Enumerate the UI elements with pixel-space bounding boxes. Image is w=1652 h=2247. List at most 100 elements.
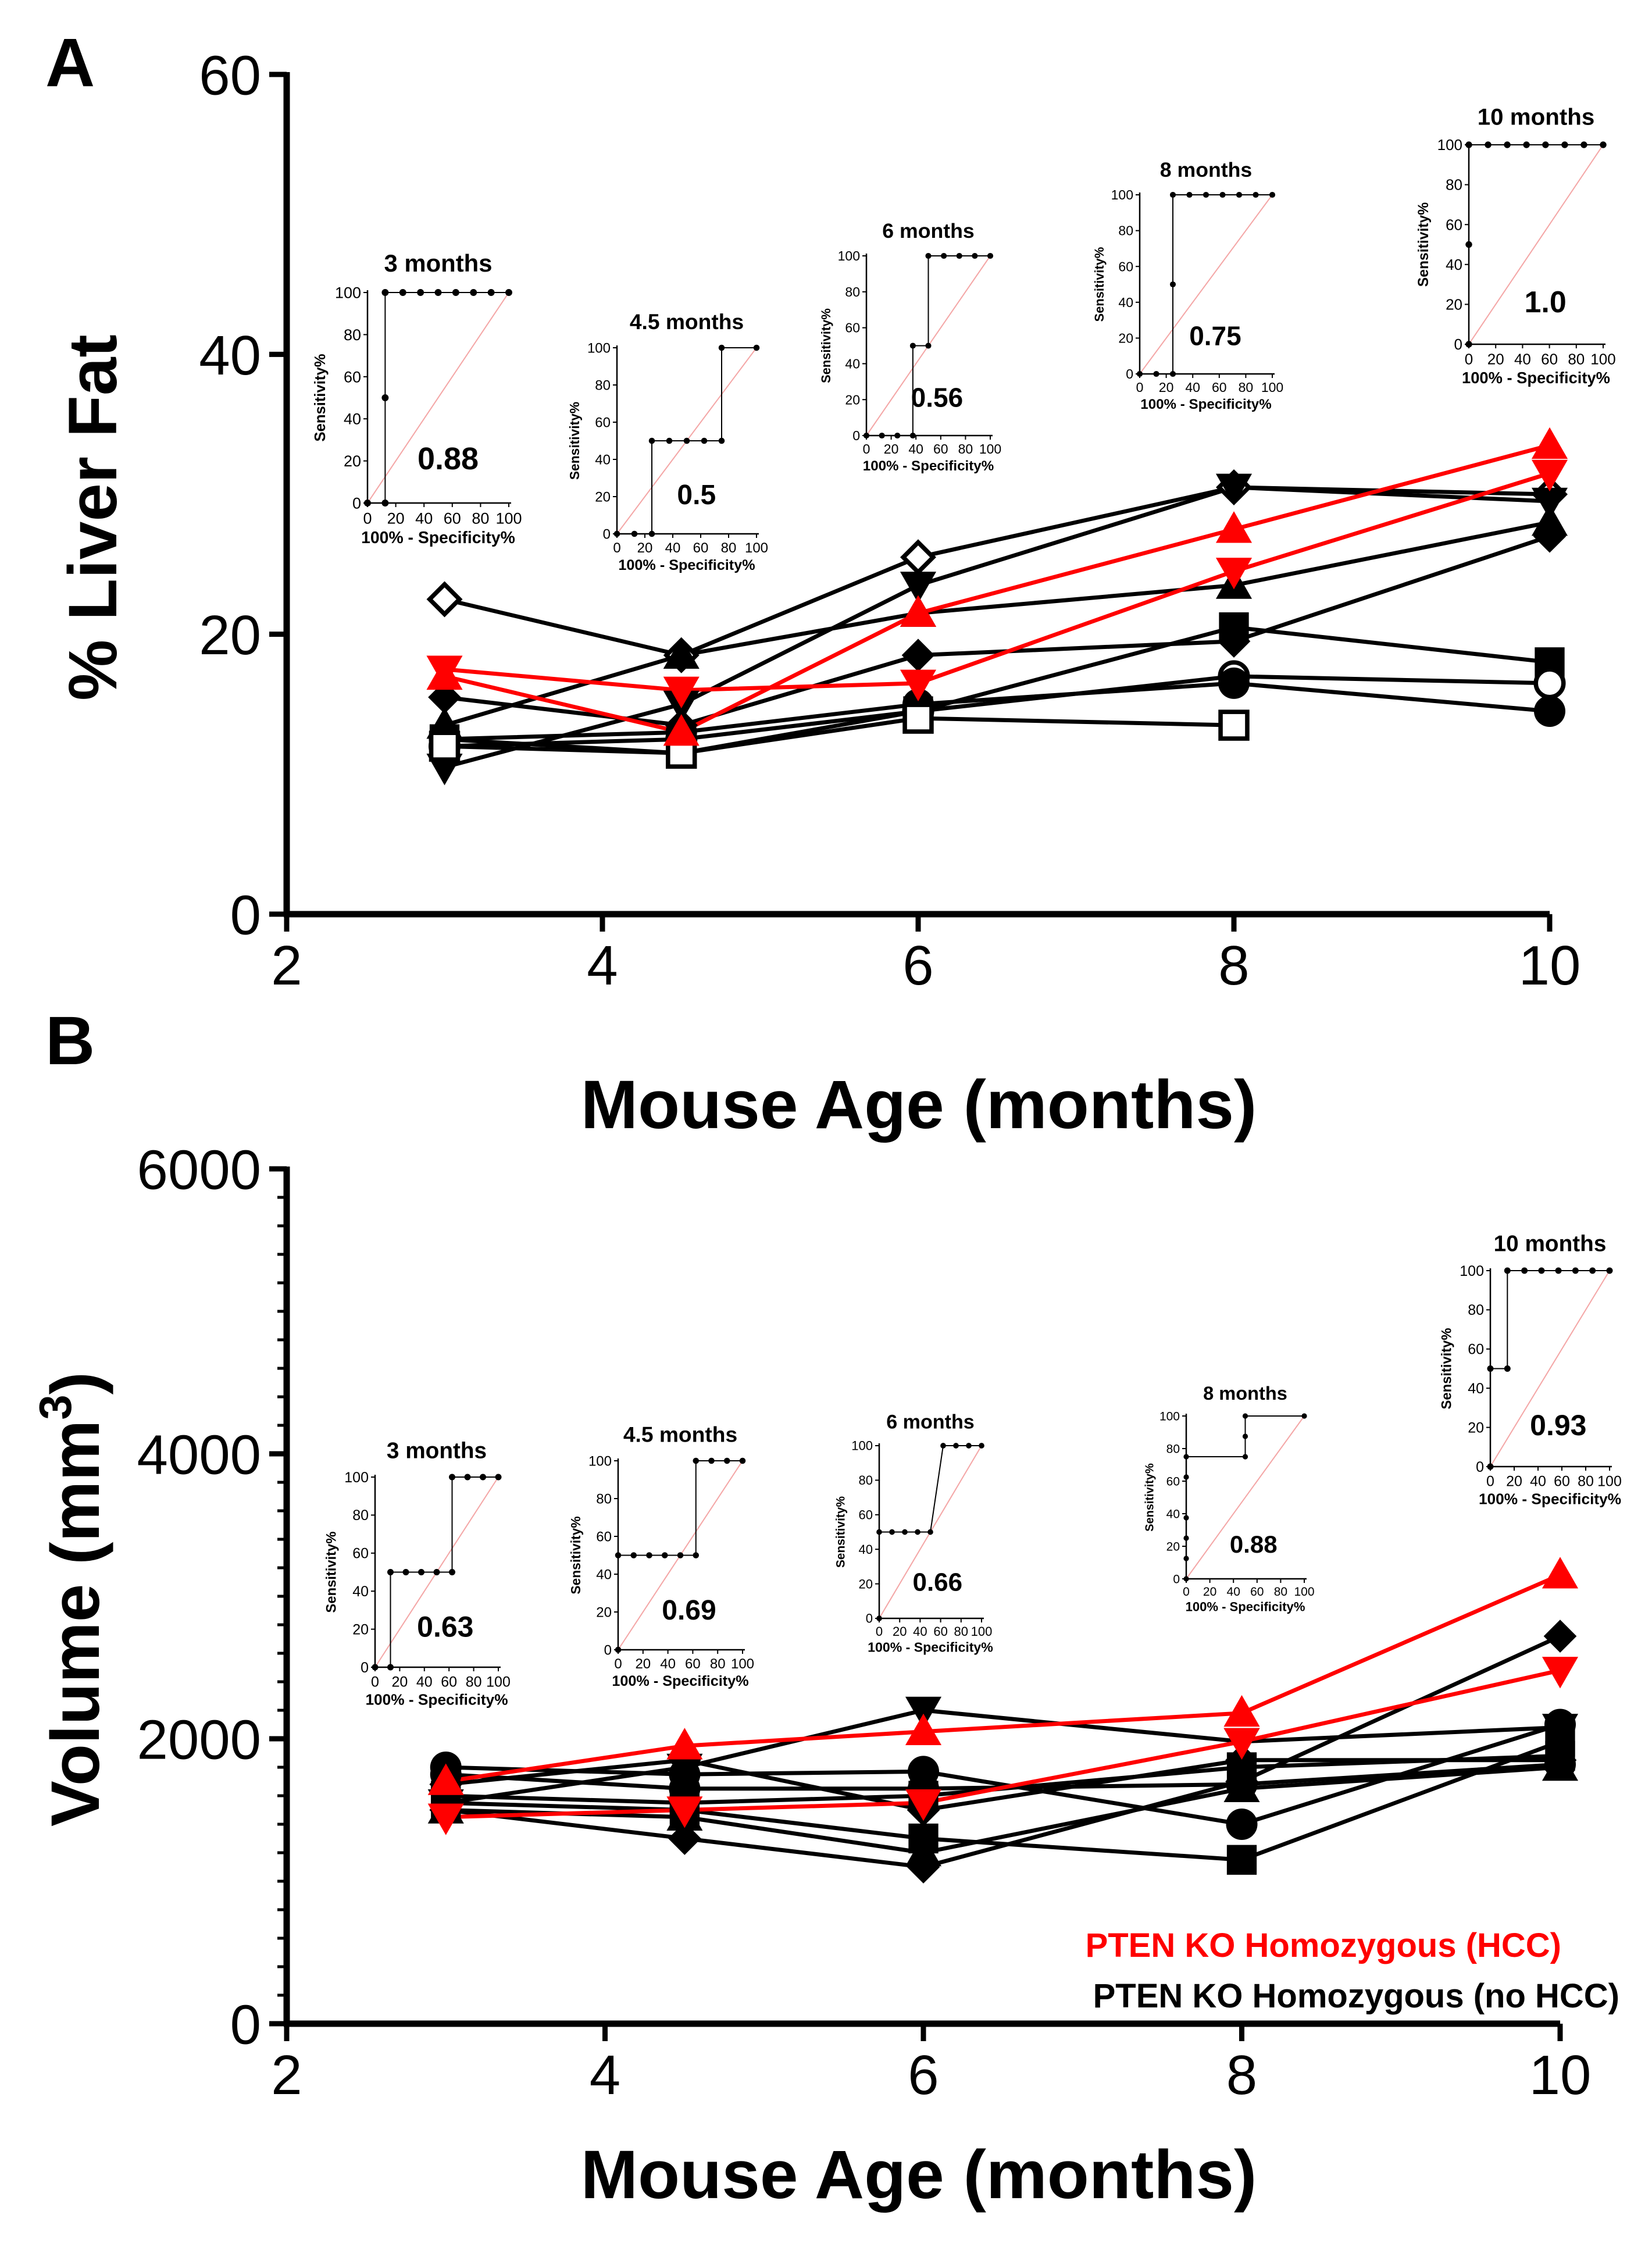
roc-auc-label: 1.0 bbox=[1525, 286, 1567, 319]
data-point bbox=[1534, 696, 1565, 727]
roc-inset-x-tick-label: 100 bbox=[1294, 1585, 1314, 1599]
roc-inset-x-tick-label: 80 bbox=[721, 540, 737, 556]
data-point bbox=[1225, 1743, 1258, 1777]
roc-point bbox=[381, 394, 389, 401]
roc-inset-y-tick-label: 60 bbox=[845, 320, 860, 336]
roc-inset-y-tick-label: 40 bbox=[344, 411, 361, 428]
roc-point bbox=[941, 252, 947, 259]
roc-inset-x-tick-label: 20 bbox=[637, 540, 653, 556]
roc-point bbox=[1504, 1365, 1511, 1372]
roc-inset-x-tick-label: 100 bbox=[979, 441, 1001, 456]
roc-auc-label: 0.5 bbox=[677, 480, 716, 511]
roc-inset-x-tick-label: 100 bbox=[1597, 1473, 1622, 1489]
roc-inset-x-tick-label: 60 bbox=[444, 509, 461, 527]
roc-inset-x-tick-label: 20 bbox=[391, 1674, 408, 1690]
data-point bbox=[1533, 519, 1567, 553]
x-tick-label: 6 bbox=[902, 935, 933, 997]
roc-point bbox=[1203, 191, 1209, 198]
data-point bbox=[905, 1713, 942, 1746]
data-point bbox=[1215, 473, 1253, 506]
x-tick-label: 8 bbox=[1218, 935, 1249, 997]
roc-point bbox=[693, 1552, 700, 1558]
roc-inset-y-tick-label: 100 bbox=[851, 1439, 873, 1453]
roc-point bbox=[927, 1529, 933, 1535]
roc-inset-x-tick-label: 80 bbox=[1568, 350, 1585, 368]
roc-inset-title: 8 months bbox=[1160, 158, 1252, 181]
roc-inset-y-tick-label: 60 bbox=[352, 1546, 369, 1562]
roc-inset-y-tick-label: 60 bbox=[344, 368, 361, 386]
roc-inset-x-tick-label: 60 bbox=[685, 1656, 701, 1672]
roc-point bbox=[1183, 1515, 1189, 1521]
roc-inset-y-tick-label: 20 bbox=[596, 1604, 612, 1620]
roc-inset-diagonal bbox=[1139, 194, 1273, 374]
data-point bbox=[1533, 667, 1566, 700]
x-tick-label: 10 bbox=[1519, 935, 1581, 997]
roc-auc-label: 0.63 bbox=[417, 1611, 473, 1643]
roc-inset-x-tick-label: 0 bbox=[863, 441, 870, 456]
roc-inset-x-tick-label: 20 bbox=[884, 441, 899, 456]
roc-inset-x-tick-label: 100 bbox=[745, 540, 768, 556]
roc-inset-x-tick-label: 60 bbox=[933, 441, 948, 456]
roc-inset-y-label: Sensitivity% bbox=[1092, 247, 1107, 322]
roc-inset-y-tick-label: 100 bbox=[1460, 1263, 1484, 1279]
roc-point bbox=[381, 500, 389, 507]
roc-inset: 3 months 0 20 40 60 80 100 0 20 40 60 80 100 100% - S… bbox=[312, 249, 522, 547]
roc-inset-x-tick-label: 80 bbox=[1274, 1585, 1287, 1599]
roc-inset-y-tick-label: 0 bbox=[603, 526, 611, 542]
roc-point bbox=[1183, 1454, 1189, 1460]
roc-inset-y-tick-label: 80 bbox=[595, 377, 611, 393]
x-tick-label: 2 bbox=[271, 935, 302, 997]
data-point bbox=[663, 714, 700, 746]
roc-inset-x-tick-label: 40 bbox=[416, 1674, 433, 1690]
roc-point bbox=[417, 289, 424, 296]
data-point bbox=[426, 581, 463, 618]
roc-inset-y-tick-label: 40 bbox=[859, 1542, 873, 1557]
roc-point bbox=[1580, 141, 1587, 148]
roc-point bbox=[909, 343, 916, 349]
roc-inset-y-tick-label: 40 bbox=[1446, 256, 1462, 273]
roc-point bbox=[723, 1457, 730, 1464]
x-tick-label: 10 bbox=[1529, 2044, 1592, 2106]
roc-curve bbox=[1490, 1270, 1610, 1467]
roc-inset-title: 10 months bbox=[1478, 104, 1595, 130]
roc-inset-y-tick-label: 40 bbox=[1118, 295, 1133, 310]
roc-curve bbox=[617, 347, 757, 534]
roc-inset-x-tick-label: 100 bbox=[1261, 380, 1283, 395]
panel-a: A % Liver Fat Mouse Age (months) 0204060… bbox=[45, 24, 1616, 1143]
roc-point bbox=[648, 437, 655, 444]
roc-inset-x-tick-label: 20 bbox=[635, 1656, 651, 1672]
roc-point bbox=[1465, 241, 1472, 248]
data-point bbox=[905, 1834, 942, 1867]
roc-inset-x-tick-label: 60 bbox=[693, 540, 709, 556]
roc-point bbox=[677, 1552, 684, 1558]
roc-inset-x-label: 100% - Specificity% bbox=[1479, 1490, 1621, 1508]
legend-nohcc-label: PTEN KO Homozygous (no HCC) bbox=[1093, 1977, 1619, 2015]
roc-inset-y-tick-label: 20 bbox=[1468, 1419, 1484, 1436]
roc-point bbox=[402, 1569, 409, 1575]
roc-point bbox=[387, 1569, 394, 1575]
roc-inset-x-tick-label: 40 bbox=[913, 1624, 927, 1639]
roc-inset-y-label: Sensitivity% bbox=[312, 354, 329, 441]
roc-inset-x-tick-label: 60 bbox=[441, 1674, 457, 1690]
roc-inset-y-tick-label: 0 bbox=[866, 1611, 873, 1626]
roc-point bbox=[940, 1443, 946, 1449]
data-point bbox=[1223, 1695, 1260, 1727]
roc-inset-y-tick-label: 100 bbox=[838, 248, 860, 263]
roc-curve bbox=[1186, 1415, 1304, 1579]
data-point bbox=[1226, 1809, 1258, 1840]
roc-point bbox=[876, 1529, 882, 1535]
panel-a-ylabel: % Liver Fat bbox=[55, 334, 131, 701]
roc-auc-label: 0.56 bbox=[911, 383, 964, 413]
roc-inset-x-tick-label: 40 bbox=[415, 509, 433, 527]
y-tick-label: 0 bbox=[230, 1994, 261, 2056]
data-point bbox=[1218, 709, 1250, 741]
data-point bbox=[900, 669, 937, 701]
data-point bbox=[1215, 558, 1253, 590]
y-tick-label: 6000 bbox=[137, 1139, 261, 1201]
panel-a-xlabel: Mouse Age (months) bbox=[581, 1067, 1257, 1143]
roc-point bbox=[387, 1664, 394, 1671]
roc-inset-y-tick-label: 60 bbox=[859, 1508, 873, 1522]
x-tick-label: 8 bbox=[1226, 2044, 1257, 2106]
